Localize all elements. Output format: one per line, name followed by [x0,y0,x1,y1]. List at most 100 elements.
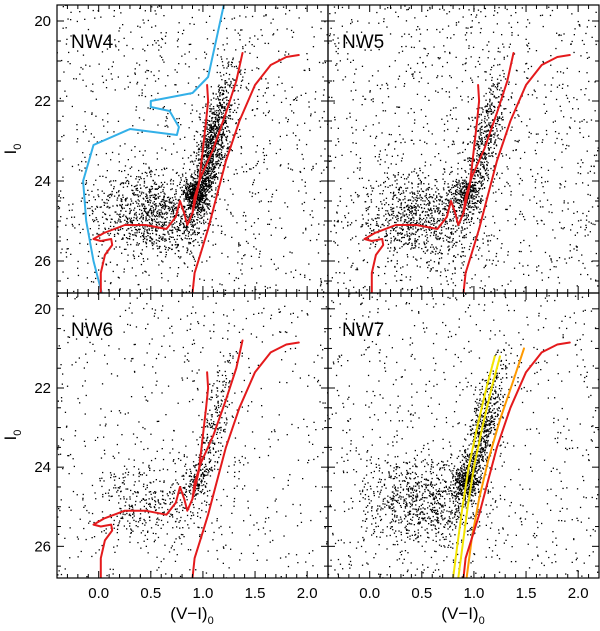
star-point [62,176,64,178]
star-point [169,267,171,269]
star-point [183,224,185,226]
star-point [169,207,171,209]
star-point [388,223,390,225]
star-point [216,164,218,166]
star-point [166,167,168,169]
star-point [291,86,293,88]
star-point [191,191,194,193]
star-point [132,234,134,236]
star-point [223,102,225,104]
star-point [209,256,211,258]
star-point [219,102,221,104]
star-point [164,238,166,240]
star-point [71,216,73,218]
star-point [391,184,393,186]
star-point [513,267,516,269]
star-point [114,229,117,231]
star-point [179,222,181,225]
star-point [125,198,127,200]
star-point [396,206,398,208]
star-point [474,184,477,187]
star-point [218,126,220,128]
star-point [177,38,179,40]
star-point [143,182,146,184]
star-point [491,104,493,106]
star-point [234,29,236,31]
star-point [143,198,145,200]
star-point [203,187,205,189]
star-point [225,97,227,99]
star-point [449,211,452,213]
star-point [206,205,208,207]
star-point [215,163,218,165]
star-point [208,204,210,206]
star-point [116,264,118,266]
star-point [177,31,179,33]
star-point [221,104,223,106]
star-point [470,185,472,187]
star-point [253,233,255,235]
star-point [190,202,192,204]
star-point [77,138,79,140]
star-point [361,65,364,67]
star-point [277,289,279,291]
star-point [285,97,287,100]
star-point [383,199,385,201]
star-point [275,152,277,155]
star-point [107,232,109,235]
star-point [477,144,479,146]
star-point [129,233,132,235]
star-point [377,185,380,187]
star-point [156,218,158,220]
star-point [488,149,490,151]
star-point [160,251,162,253]
star-point [192,255,194,257]
star-point [204,122,206,124]
star-point [487,113,489,115]
star-point [158,213,161,215]
star-point [161,221,163,224]
star-point [324,148,326,150]
star-point [167,230,169,233]
star-point [445,276,447,278]
star-point [187,193,189,196]
star-point [161,213,163,215]
star-point [223,145,225,147]
star-point [463,237,465,239]
star-point [209,105,211,107]
star-point [349,116,351,118]
star-point [217,131,219,133]
star-point [569,244,571,246]
star-point [371,187,373,189]
star-point [215,218,217,220]
star-point [218,124,220,126]
star-point [205,53,208,55]
star-point [136,219,139,222]
star-point [296,96,298,98]
star-point [399,232,402,234]
star-point [207,148,210,150]
star-point [190,182,192,184]
star-point [322,76,324,78]
star-point [220,232,223,234]
star-point [155,203,157,205]
star-point [208,178,210,180]
star-point [400,160,403,162]
star-point [110,180,112,182]
star-point [453,243,455,245]
star-point [191,196,193,198]
star-point [186,192,188,194]
star-point [181,189,183,192]
star-point [586,57,589,59]
star-point [351,21,353,23]
star-point [62,271,64,273]
star-point [221,113,223,115]
star-point [247,242,249,244]
star-point [449,114,451,116]
star-point [215,120,217,123]
star-point [213,141,215,143]
star-point [404,141,406,143]
star-point [222,178,225,180]
star-point [150,71,152,73]
star-point [233,66,236,68]
